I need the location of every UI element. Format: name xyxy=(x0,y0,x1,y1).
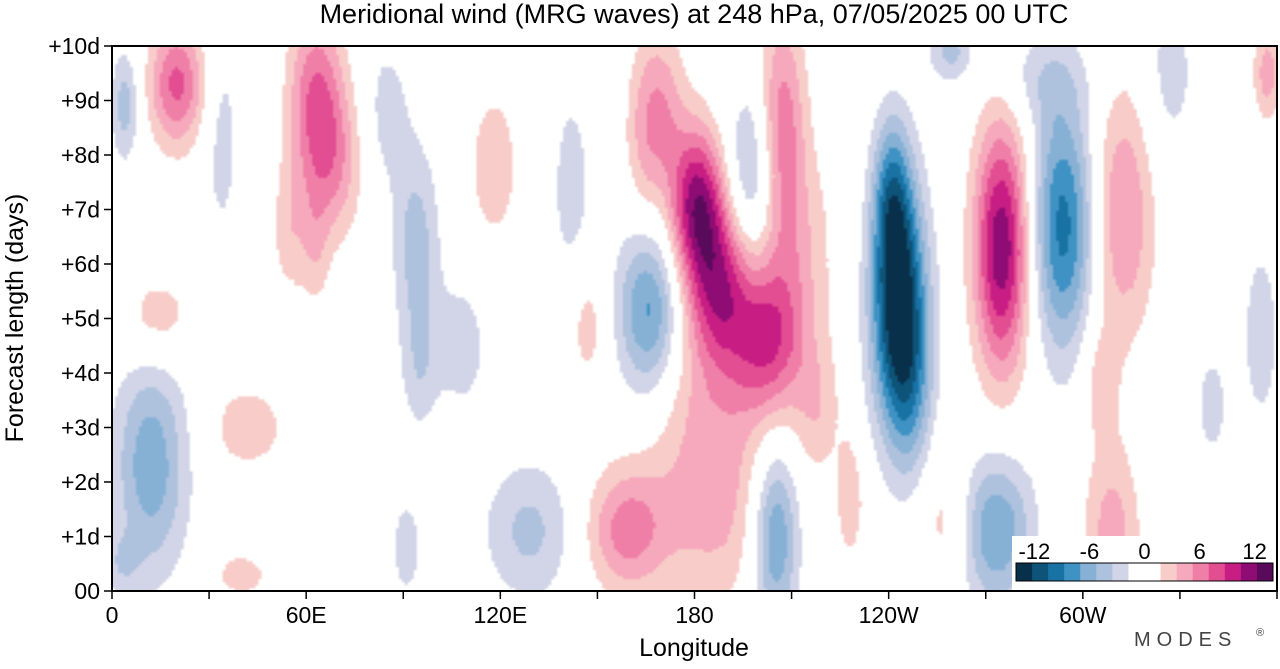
colorbar-cell xyxy=(1128,563,1145,581)
x-tick-label: 0 xyxy=(106,602,119,628)
x-tick-label: 60E xyxy=(286,602,327,628)
y-tick-label: 00 xyxy=(74,578,100,604)
colorbar-label: 12 xyxy=(1242,539,1266,564)
y-tick-label: +2d xyxy=(61,469,100,495)
y-tick-label: +7d xyxy=(61,197,100,223)
colorbar-cell xyxy=(1064,563,1081,581)
colorbar-cell xyxy=(1016,563,1033,581)
y-tick-label: +4d xyxy=(61,360,100,386)
colorbar-label: -12 xyxy=(1018,539,1050,564)
modes-logo: MODES xyxy=(1134,629,1237,651)
colorbar-label: 6 xyxy=(1193,539,1205,564)
colorbar-cell xyxy=(1032,563,1049,581)
y-tick-label: +1d xyxy=(61,524,100,550)
y-tick-label: +8d xyxy=(61,142,100,168)
colorbar-cell xyxy=(1112,563,1129,581)
colorbar-cell xyxy=(1224,563,1242,581)
y-tick-label: +10d xyxy=(48,33,100,59)
colorbar-cell xyxy=(1256,563,1274,581)
colorbar-cell xyxy=(1048,563,1065,581)
x-axis: 0 60E 120E 180 120W 60W xyxy=(106,591,1278,628)
x-tick-label: 120W xyxy=(859,602,919,628)
y-tick-label: +9d xyxy=(61,88,100,114)
colorbar-cell xyxy=(1240,563,1258,581)
y-tick-label: +6d xyxy=(61,251,100,277)
y-tick-label: +3d xyxy=(61,415,100,441)
colorbar-frame xyxy=(1015,562,1274,582)
x-axis-label: Longitude xyxy=(639,634,749,662)
colorbar-cell xyxy=(1176,563,1194,581)
colorbar-cell xyxy=(1160,563,1178,581)
colorbar-cell xyxy=(1208,563,1226,581)
y-tick-label: +5d xyxy=(61,306,100,332)
y-axis: 00 +1d +2d +3d +4d +5d +6d +7d +8d +9d +10d xyxy=(48,33,112,604)
x-tick-label: 60W xyxy=(1059,602,1107,628)
y-axis-label: Forecast length (days) xyxy=(1,194,29,443)
wind-field xyxy=(112,46,1277,591)
colorbar-cell xyxy=(1144,563,1162,581)
colorbar-label: -6 xyxy=(1080,539,1100,564)
colorbar-cell xyxy=(1096,563,1113,581)
chart-title: Meridional wind (MRG waves) at 248 hPa, … xyxy=(320,0,1069,29)
x-tick-label: 180 xyxy=(675,602,713,628)
x-tick-label: 120E xyxy=(473,602,527,628)
colorbar-cell xyxy=(1192,563,1210,581)
colorbar-label: 0 xyxy=(1138,539,1150,564)
colorbar-cell xyxy=(1080,563,1097,581)
registered-mark: ® xyxy=(1256,627,1264,639)
colorbar: -12 -6 0 6 12 xyxy=(1012,536,1275,590)
